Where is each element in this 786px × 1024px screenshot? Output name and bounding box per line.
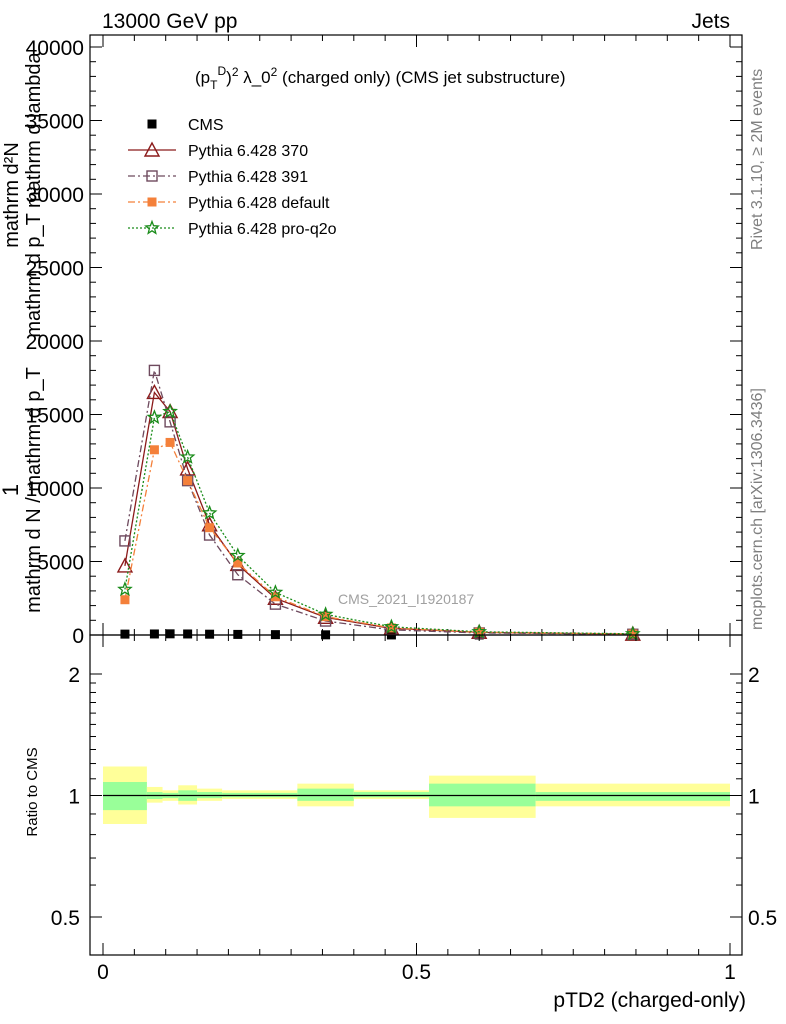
ratio-y-tick-label-right: 1 (748, 786, 760, 809)
data-point-star (267, 584, 284, 600)
data-point-square (149, 629, 159, 639)
series-4 (117, 403, 641, 641)
data-point-star (179, 448, 196, 464)
side-label-rivet: Rivet 3.1.10, ≥ 2M events (749, 69, 766, 250)
data-point-star (383, 618, 400, 634)
ratio-y-tick-label-right: 2 (748, 664, 760, 687)
data-point-star (144, 219, 160, 235)
data-point-star (201, 504, 218, 520)
ratio-inner-band (353, 792, 430, 798)
data-point-open-square (119, 535, 131, 547)
main-ylabel-front-den: mathrm d N / mathrm d p_T (23, 367, 45, 613)
data-point-open-square (232, 569, 244, 581)
x-axis-label: pTD2 (charged-only) (553, 989, 746, 1012)
data-point-square (147, 119, 157, 129)
legend-label: Pythia 6.428 370 (188, 143, 308, 160)
legend-item: Pythia 6.428 370 (128, 141, 308, 160)
main-axis-ticks: 0 5000 10000 15000 20000 25000 30000 35000 40000 (26, 35, 742, 648)
data-point-open-square (181, 474, 194, 487)
data-point-square (165, 437, 175, 447)
data-point-star (317, 606, 334, 622)
data-point-square (120, 595, 130, 605)
ratio-inner-band (297, 788, 354, 801)
data-point-open-square (148, 364, 161, 377)
x-tick-label: 0 (97, 961, 109, 984)
main-y-tick-label: 5000 (37, 552, 84, 575)
data-point-square (165, 629, 175, 639)
data-point-open-square (146, 170, 158, 182)
data-point-square (149, 445, 159, 455)
data-point-square (628, 629, 638, 639)
data-point-square (147, 197, 157, 207)
data-point-star (117, 581, 133, 597)
legend-item: Pythia 6.428 391 (128, 169, 308, 186)
series-line (124, 410, 633, 635)
data-point-square (270, 592, 280, 602)
main-y-tick-label: 35000 (26, 111, 84, 134)
data-point-star (162, 403, 179, 419)
ratio-y-tick-label: 1 (68, 786, 80, 809)
main-ylabel-numerator: mathrm d²N (1, 142, 23, 248)
legend-label: CMS (188, 117, 224, 134)
legend-label: Pythia 6.428 pro-q2o (188, 221, 337, 238)
side-label-mcplots: mcplots.cern.ch [arXiv:1306.3436] (749, 388, 766, 630)
data-point-triangle (143, 141, 161, 157)
main-ylabel-denominator: mathrm d p_T mathrm d lambda (23, 51, 45, 337)
main-y-tick-label: 0 (72, 625, 84, 648)
watermark: CMS_2021_I1920187 (338, 591, 474, 607)
ratio-y-tick-label: 2 (68, 664, 80, 687)
main-ylabel-front: 1 (0, 484, 23, 496)
ratio-y-tick-label: 0.5 (51, 907, 80, 930)
data-point-open-square (627, 628, 639, 640)
main-y-tick-label: 15000 (26, 405, 84, 428)
main-y-tick-label: 40000 (26, 37, 84, 60)
data-point-square (120, 629, 130, 639)
legend-label: Pythia 6.428 default (188, 195, 330, 212)
main-y-tick-label: 25000 (26, 258, 84, 281)
data-point-open-square (164, 416, 176, 428)
legend: CMS Pythia 6.428 370 Pythia 6.428 391 Pythi… (128, 117, 337, 238)
ratio-y-axis-label: Ratio to CMS (24, 747, 41, 836)
ratio-axis-ticks: 0.5 0.5 1 1 2 2 0 0.5 1 (51, 635, 777, 984)
header-left: 13000 GeV pp (102, 10, 237, 33)
main-y-tick-label: 20000 (26, 331, 84, 354)
x-tick-label: 0.5 (402, 961, 431, 984)
legend-item: Pythia 6.428 default (128, 195, 330, 212)
data-point-square (386, 623, 396, 633)
header-right: Jets (691, 10, 730, 33)
data-point-star (624, 625, 641, 641)
data-point-star (146, 409, 163, 425)
legend-item: CMS (147, 117, 224, 134)
data-point-square (233, 558, 243, 568)
data-point-square (205, 523, 215, 533)
legend-item: Pythia 6.428 pro-q2o (128, 219, 337, 238)
main-y-tick-label: 10000 (26, 478, 84, 501)
data-point-square (183, 629, 193, 639)
main-y-tick-label: 30000 (26, 184, 84, 207)
x-tick-label: 1 (724, 961, 736, 984)
ratio-inner-band (535, 792, 730, 801)
main-title: (pTD)2 λ_02 (charged only) (CMS jet subs… (195, 64, 565, 92)
main-y-axis-label: 1 mathrm d N / mathrm d p_T mathrm d²N m… (0, 51, 45, 612)
legend-label: Pythia 6.428 391 (188, 169, 308, 186)
ratio-bands (103, 766, 730, 824)
data-point-star (229, 547, 246, 563)
series-3 (120, 437, 638, 639)
ratio-y-tick-label-right: 0.5 (748, 907, 777, 930)
data-point-square (183, 476, 193, 486)
series-line (124, 370, 633, 635)
data-point-square (205, 629, 215, 639)
